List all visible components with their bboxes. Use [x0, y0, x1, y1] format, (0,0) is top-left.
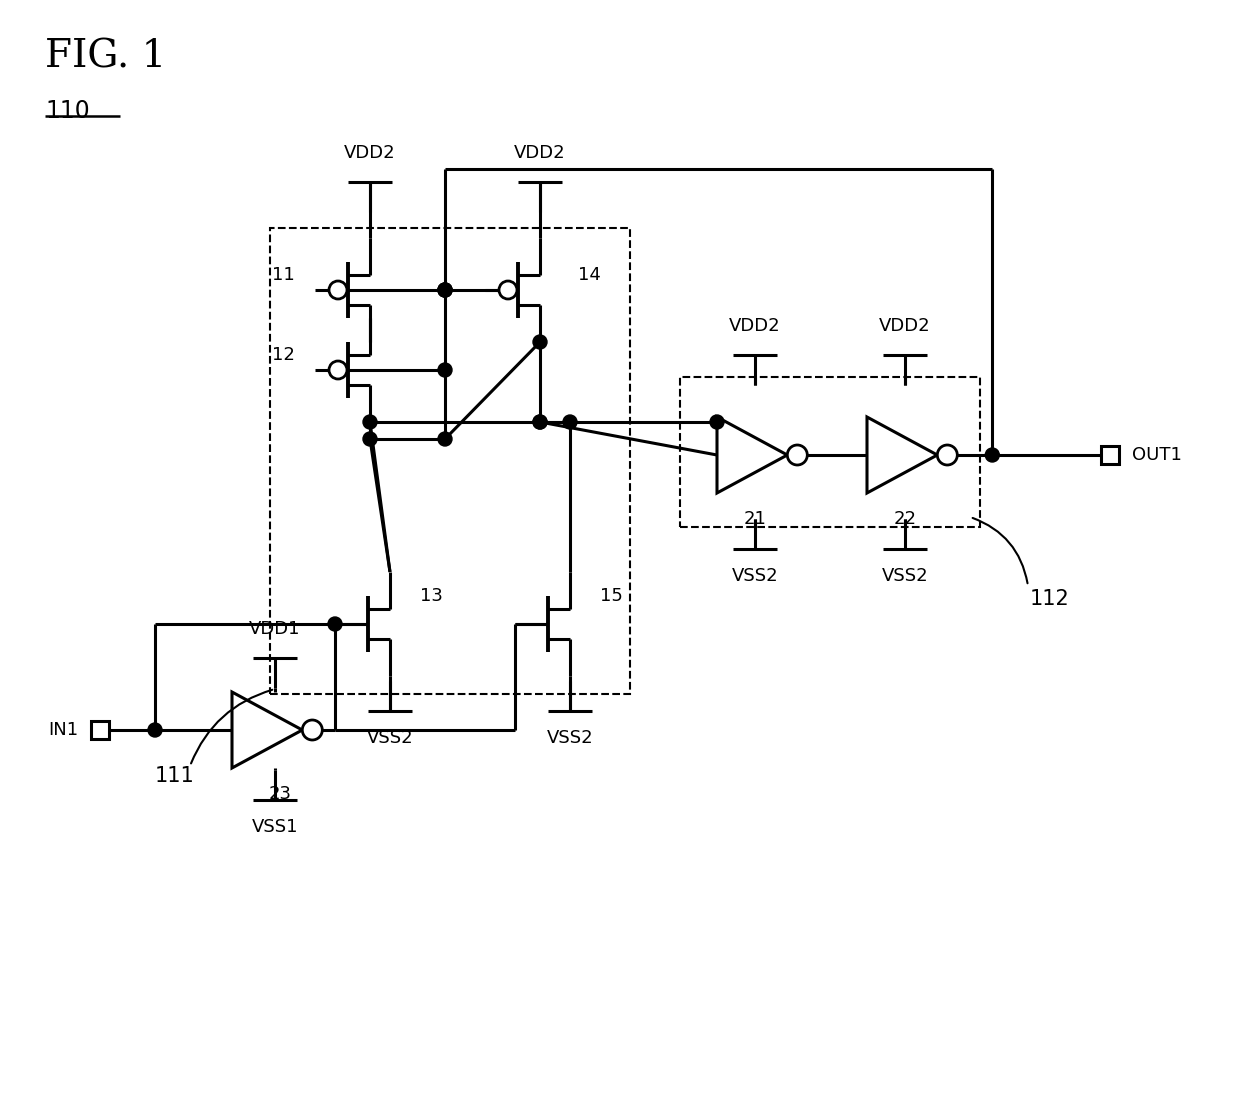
Circle shape [329, 617, 342, 631]
Text: 112: 112 [1030, 590, 1070, 609]
Bar [680, 376, 980, 527]
Bar [270, 229, 630, 694]
Text: VSS1: VSS1 [252, 818, 299, 836]
Circle shape [329, 361, 347, 379]
Circle shape [533, 415, 547, 429]
Circle shape [986, 448, 999, 461]
Circle shape [563, 415, 577, 429]
Text: OUT1: OUT1 [1132, 446, 1182, 464]
Text: 23: 23 [269, 785, 291, 803]
Circle shape [533, 415, 547, 429]
Text: VDD1: VDD1 [249, 620, 301, 638]
Bar [91, 721, 109, 739]
Text: VSS2: VSS2 [367, 729, 413, 747]
Circle shape [438, 283, 453, 297]
Circle shape [303, 720, 322, 740]
Bar [1101, 446, 1118, 464]
Circle shape [363, 432, 377, 446]
Circle shape [438, 432, 453, 446]
Circle shape [438, 283, 453, 297]
Circle shape [363, 415, 377, 429]
Circle shape [787, 445, 807, 465]
Text: 12: 12 [272, 346, 295, 364]
Circle shape [937, 445, 957, 465]
Text: 21: 21 [744, 510, 766, 528]
Circle shape [711, 415, 724, 429]
Text: VSS2: VSS2 [732, 567, 779, 585]
Circle shape [533, 335, 547, 349]
Circle shape [498, 282, 517, 299]
Text: 110: 110 [45, 99, 89, 123]
Text: 13: 13 [420, 587, 443, 605]
Circle shape [148, 723, 162, 737]
Text: VDD2: VDD2 [879, 317, 931, 335]
Text: VDD2: VDD2 [729, 317, 781, 335]
Text: 15: 15 [600, 587, 622, 605]
Text: 11: 11 [273, 266, 295, 284]
Text: VSS2: VSS2 [547, 729, 593, 747]
Circle shape [438, 363, 453, 376]
Text: VDD2: VDD2 [345, 144, 396, 162]
Text: VSS2: VSS2 [882, 567, 929, 585]
Text: FIG. 1: FIG. 1 [45, 39, 166, 76]
Text: 111: 111 [155, 766, 195, 786]
Text: VDD2: VDD2 [515, 144, 565, 162]
Text: 22: 22 [894, 510, 916, 528]
Circle shape [438, 283, 453, 297]
Text: 14: 14 [578, 266, 601, 284]
Text: IN1: IN1 [48, 721, 78, 739]
Circle shape [329, 282, 347, 299]
